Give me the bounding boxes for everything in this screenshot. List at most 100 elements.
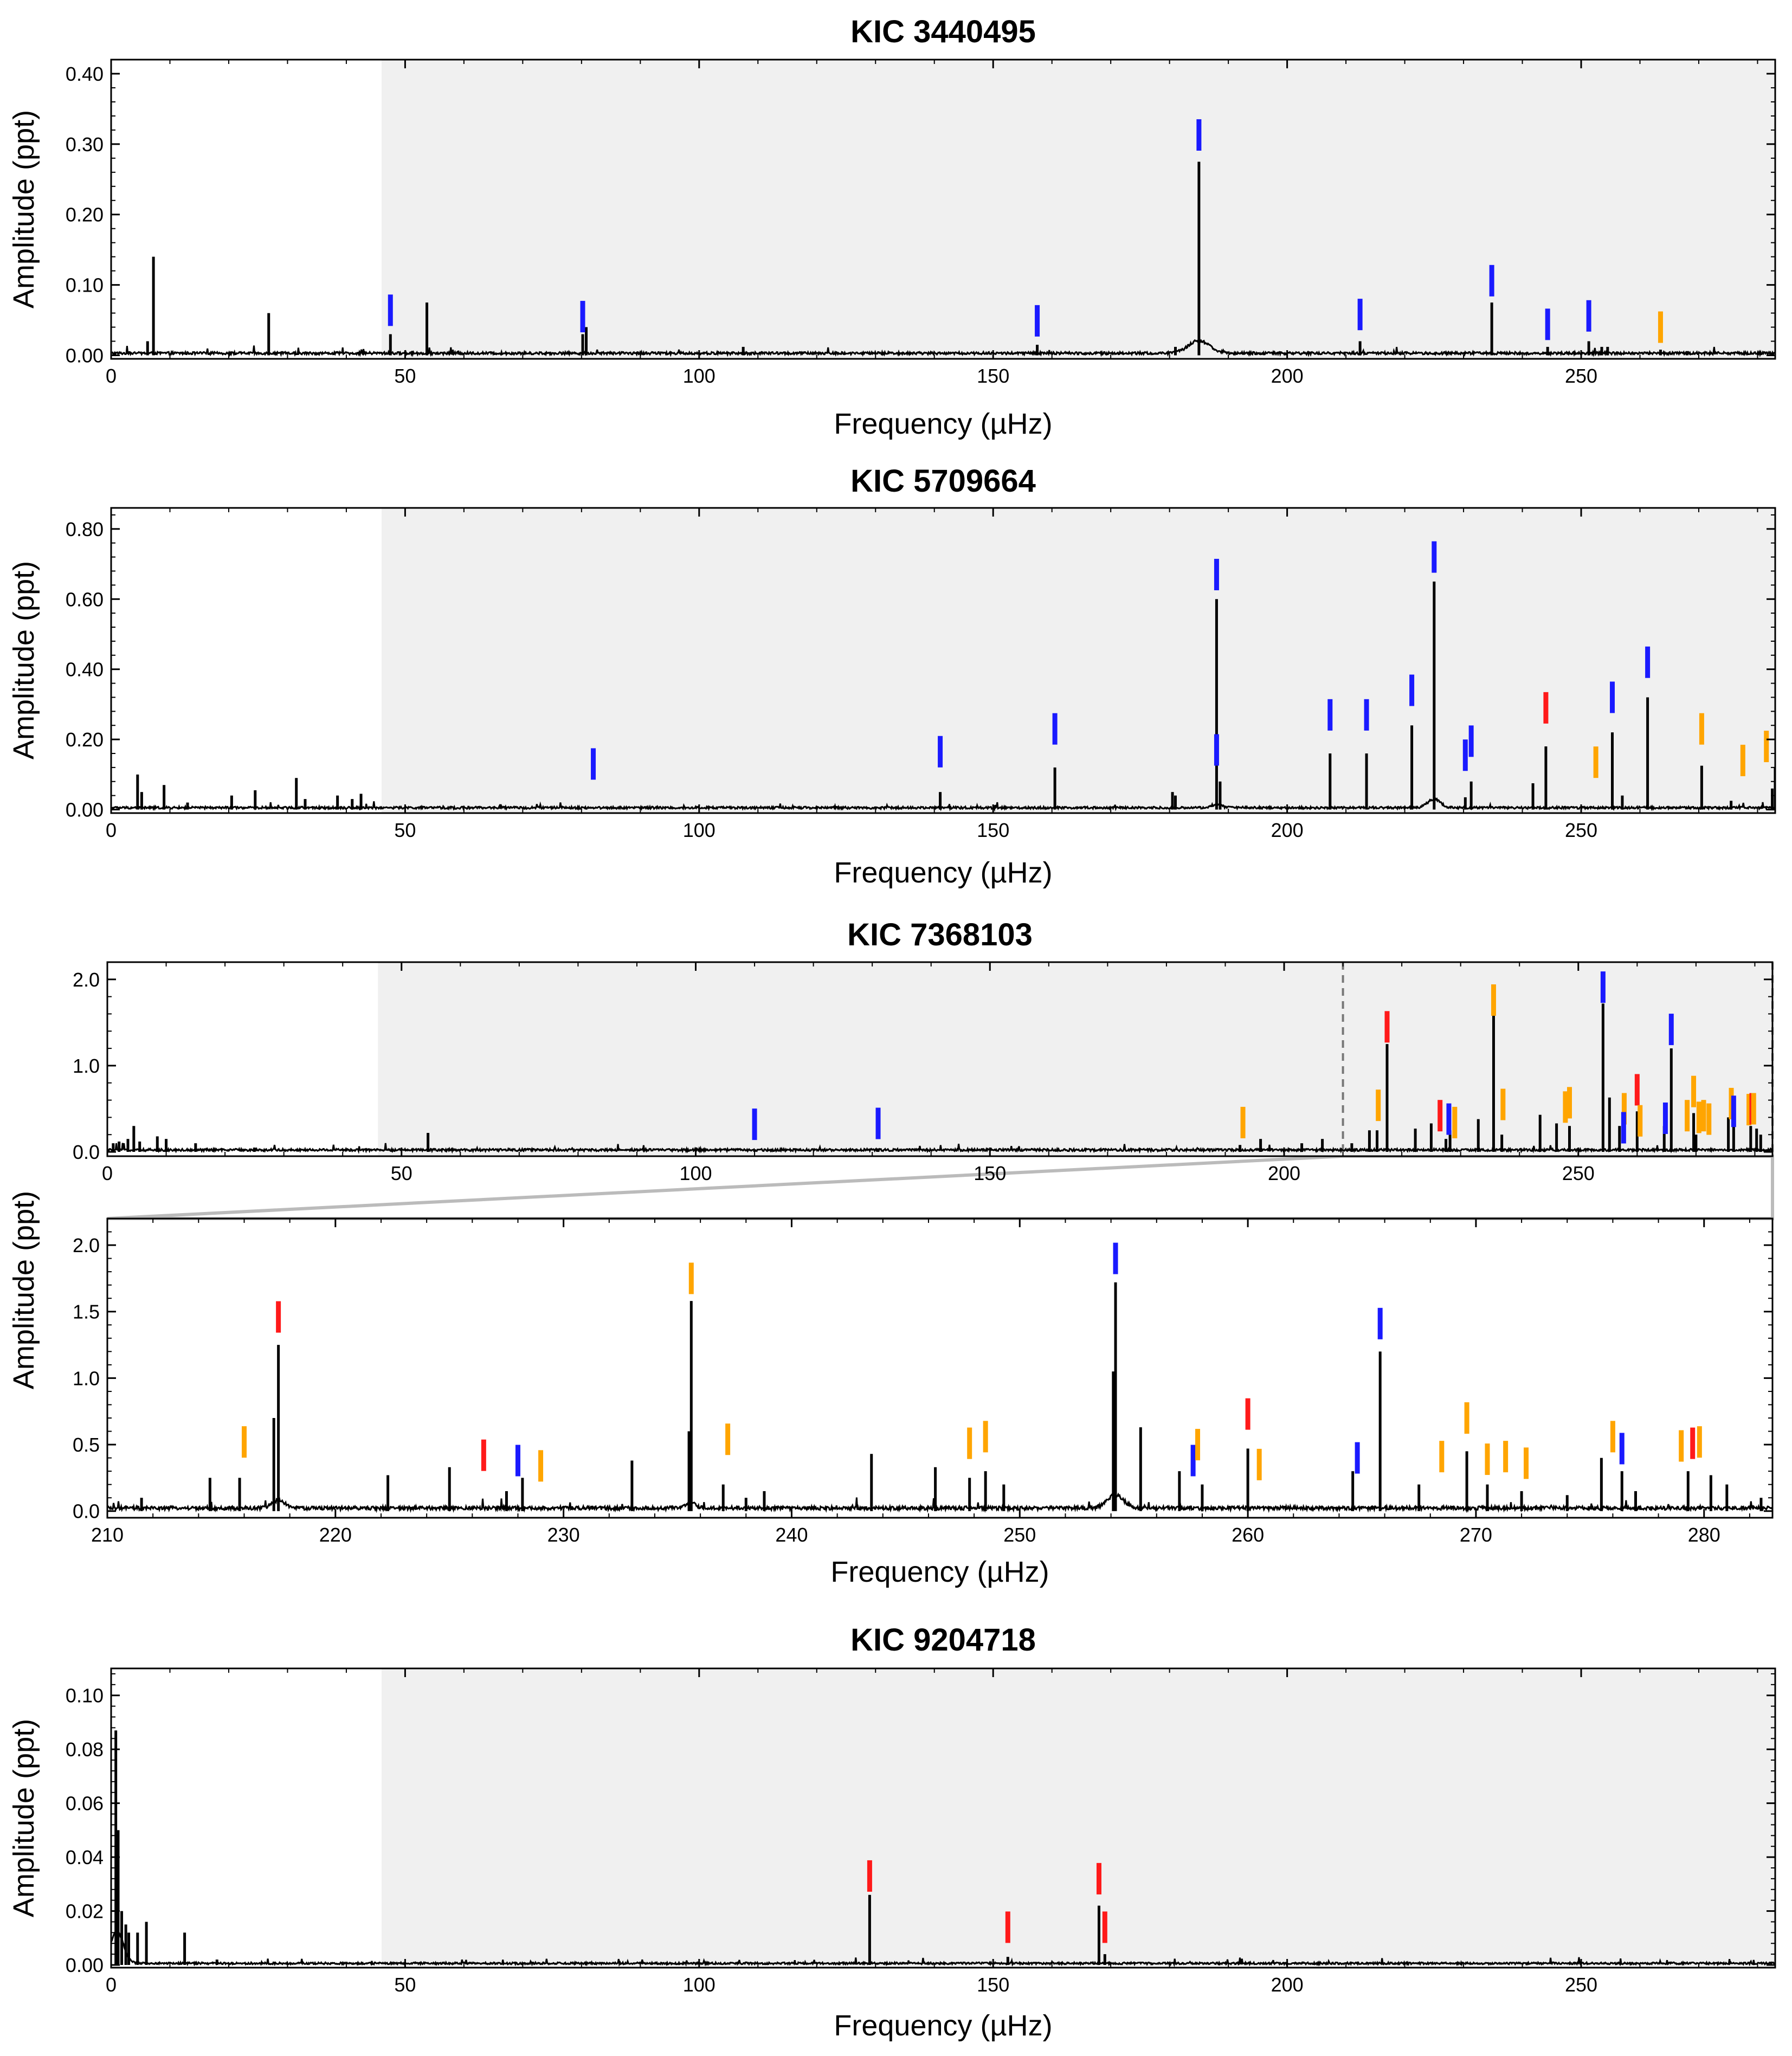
- mode-marker-orange: [1764, 731, 1769, 763]
- mode-marker-orange: [1740, 744, 1745, 776]
- x-tick-label: 230: [547, 1524, 580, 1546]
- mode-marker-orange: [1593, 746, 1598, 778]
- x-axis-label: Frequency (µHz): [834, 408, 1052, 440]
- mode-marker-red: [1384, 1011, 1390, 1043]
- mode-marker-orange: [1701, 1100, 1706, 1132]
- mode-marker-blue: [1668, 1014, 1674, 1046]
- shaded-region: [382, 60, 1775, 359]
- x-tick-label: 100: [683, 1974, 715, 1996]
- mode-marker-orange: [1503, 1441, 1509, 1473]
- x-tick-label: 250: [1565, 1974, 1597, 1996]
- axes-frame: [106, 961, 1774, 1157]
- x-tick-label: 250: [1565, 819, 1597, 841]
- x-tick-label: 270: [1460, 1524, 1492, 1546]
- x-axis-label: Frequency (µHz): [834, 2009, 1052, 2042]
- x-tick-label: 260: [1232, 1524, 1264, 1546]
- x-tick-label: 200: [1271, 1974, 1304, 1996]
- y-tick-label: 0.08: [66, 1738, 104, 1761]
- mode-marker-red: [1102, 1911, 1107, 1943]
- mode-marker-orange: [1485, 1443, 1490, 1475]
- mode-marker-red: [1690, 1427, 1696, 1459]
- mode-marker-blue: [1364, 699, 1369, 731]
- y-tick-label: 0.02: [66, 1900, 104, 1923]
- x-axis-label: Frequency (µHz): [830, 1556, 1049, 1588]
- x-tick-label: 150: [974, 1162, 1006, 1184]
- mode-marker-blue: [752, 1108, 757, 1140]
- x-tick-label: 100: [683, 819, 715, 841]
- mode-marker-red: [1096, 1862, 1101, 1894]
- y-tick-label: 0.20: [66, 204, 104, 226]
- zoom-connector-outline: [107, 1155, 1774, 1220]
- y-axis-label: Amplitude (ppt): [8, 1719, 40, 1917]
- mode-marker-orange: [1691, 1075, 1697, 1107]
- zoom-connector: [107, 1155, 1774, 1220]
- y-tick-label: 0.00: [66, 345, 104, 367]
- mode-marker-blue: [580, 301, 585, 333]
- mode-marker-blue: [515, 1445, 520, 1477]
- mode-marker-blue: [1409, 674, 1415, 706]
- mode-marker-red: [1005, 1911, 1010, 1943]
- x-tick-label: 250: [1565, 365, 1597, 387]
- x-tick-label: 50: [394, 1974, 416, 1996]
- x-tick-label: 210: [91, 1524, 124, 1546]
- mode-marker-orange: [1240, 1106, 1246, 1138]
- y-tick-label: 0.10: [66, 274, 104, 297]
- mode-marker-orange: [1746, 1094, 1752, 1126]
- axes-frame: [110, 1667, 1776, 1969]
- x-tick-label: 0: [106, 1974, 117, 1996]
- mode-marker-orange: [241, 1426, 247, 1458]
- mode-marker-red: [1634, 1074, 1640, 1106]
- mode-marker-orange: [1706, 1103, 1712, 1135]
- axes-frame: [110, 507, 1776, 814]
- y-axis-label: Amplitude (ppt): [8, 561, 40, 759]
- panel-kic-3440495: KIC 3440495 0 50 100 150 200 250 0.00 0.10 0.20 0.…: [8, 14, 1776, 440]
- x-tick-label: 0: [106, 819, 117, 841]
- y-tick-label: 0.40: [66, 659, 104, 681]
- mode-marker-blue: [1327, 699, 1333, 731]
- mode-marker-orange: [1751, 1093, 1756, 1125]
- spectrum-group: [111, 581, 1775, 812]
- mode-marker-blue: [1645, 646, 1651, 678]
- y-tick-label: 0.0: [73, 1141, 100, 1163]
- mode-marker-blue: [1432, 541, 1437, 573]
- mode-marker-blue: [1214, 558, 1219, 590]
- mode-marker-blue: [1377, 1307, 1383, 1339]
- mode-marker-blue: [1214, 734, 1219, 766]
- x-tick-label: 50: [391, 1162, 412, 1184]
- y-axis-label: Amplitude (ppt): [8, 1191, 40, 1389]
- mode-marker-red: [481, 1439, 486, 1471]
- x-tick-label: 240: [775, 1524, 808, 1546]
- mode-marker-blue: [1196, 119, 1202, 151]
- x-tick-label: 250: [1562, 1162, 1595, 1184]
- mode-marker-blue: [1190, 1445, 1196, 1477]
- shaded-region: [378, 962, 1772, 1156]
- mode-marker-orange: [1256, 1448, 1262, 1480]
- x-tick-label: 50: [394, 819, 416, 841]
- panel-kic-9204718: KIC 9204718 0 50 100 150 200 250 0.00 0.02 0.04 0.…: [8, 1622, 1776, 2042]
- mode-marker-orange: [1699, 713, 1704, 745]
- mode-marker-orange: [1452, 1106, 1458, 1138]
- mode-marker-red: [1543, 692, 1549, 724]
- x-tick-label: 150: [977, 1974, 1009, 1996]
- y-tick-label: 0.04: [66, 1846, 104, 1868]
- x-tick-label: 200: [1268, 1162, 1300, 1184]
- x-tick-label: 100: [679, 1162, 712, 1184]
- mode-marker-blue: [1035, 305, 1040, 337]
- mode-marker-blue: [1586, 300, 1591, 332]
- x-tick-label: 0: [106, 365, 117, 387]
- mode-marker-red: [1245, 1398, 1250, 1430]
- mode-marker-orange: [688, 1262, 694, 1294]
- mode-marker-orange: [1679, 1430, 1684, 1462]
- spectrum-noise: [107, 1143, 1772, 1155]
- panel-kic-5709664: KIC 5709664 0 50 100 150 200 250 0.00 0.20 0.40 0.…: [8, 463, 1776, 889]
- x-tick-label: 200: [1271, 365, 1304, 387]
- mode-marker-orange: [1464, 1402, 1469, 1434]
- y-tick-label: 0.00: [66, 1954, 104, 1976]
- mode-marker-blue: [1610, 681, 1615, 713]
- mode-marker-blue: [1621, 1112, 1626, 1144]
- spectrum-group: [111, 1730, 1775, 1968]
- mode-marker-blue: [591, 748, 596, 780]
- spectrum-noise: [111, 1929, 1775, 1968]
- mode-marker-red: [276, 1301, 281, 1333]
